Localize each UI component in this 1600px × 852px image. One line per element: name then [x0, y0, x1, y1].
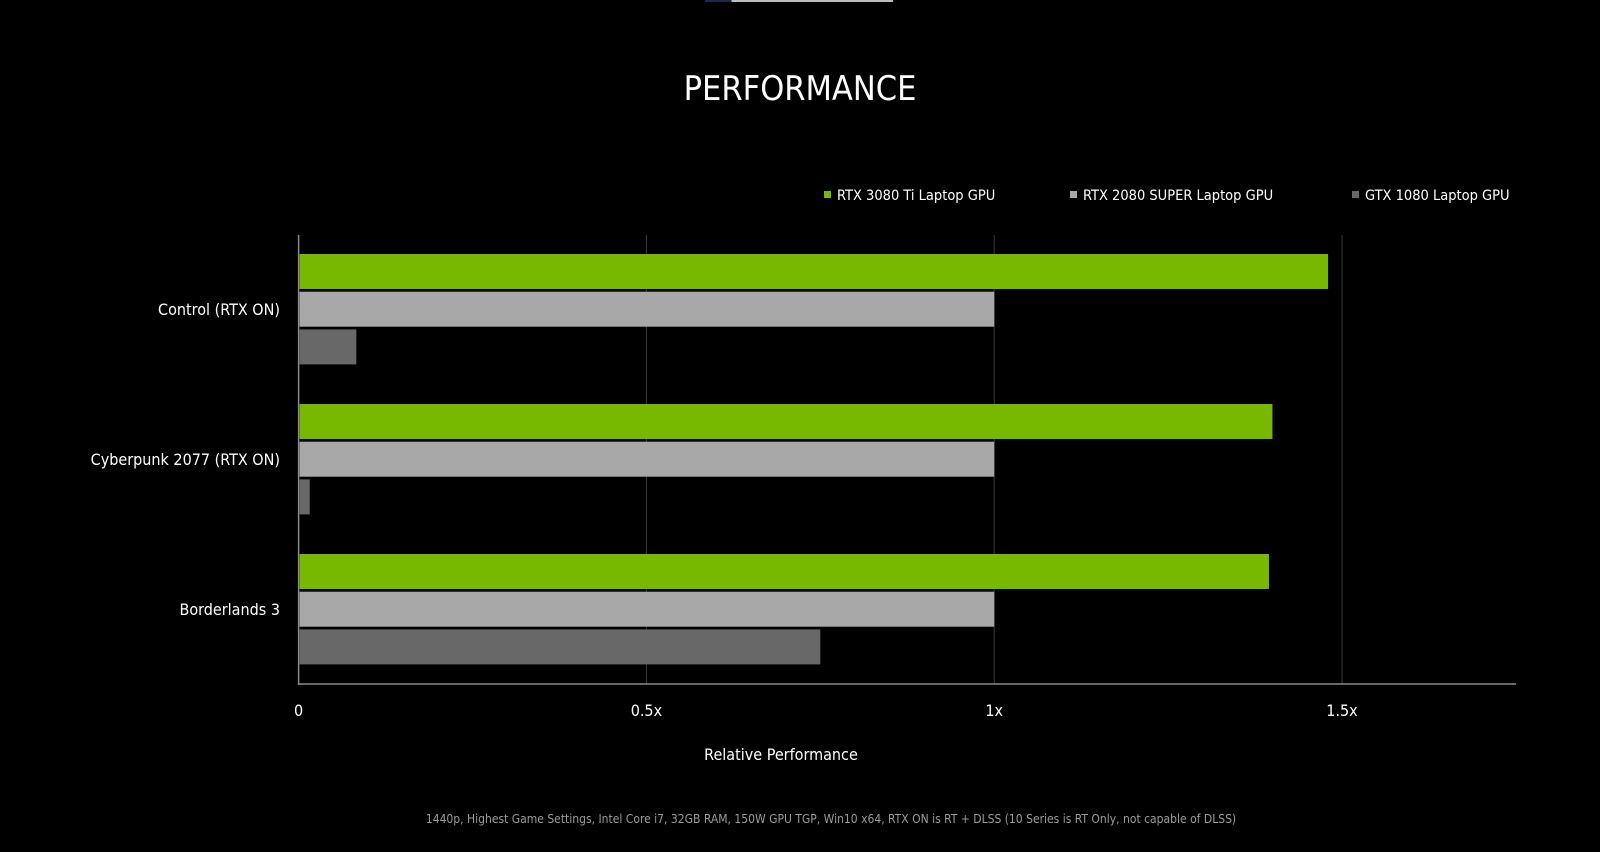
x-tick-label: 0.5x — [631, 701, 663, 720]
legend: RTX 3080 Ti Laptop GPU RTX 2080 SUPER Lap… — [824, 188, 1510, 204]
footnote: 1440p, Highest Game Settings, Intel Core… — [426, 812, 1236, 826]
category-labels: Control (RTX ON) Cyberpunk 2077 (RTX ON) B… — [91, 300, 280, 619]
legend-label: RTX 2080 SUPER Laptop GPU — [1083, 188, 1273, 204]
category-label: Control (RTX ON) — [158, 300, 280, 319]
bar — [299, 591, 995, 627]
bars — [299, 254, 1329, 665]
axes — [297, 235, 1516, 685]
x-tick-label: 1.5x — [1326, 701, 1358, 720]
x-tick-label: 0 — [294, 701, 303, 720]
top-strip — [705, 0, 893, 2]
bar — [299, 554, 1269, 589]
x-tick-label: 1x — [985, 701, 1003, 720]
legend-swatch — [1352, 191, 1359, 198]
bar — [299, 254, 1329, 289]
x-axis-label: Relative Performance — [704, 745, 858, 764]
legend-swatch — [1070, 191, 1077, 198]
legend-label: GTX 1080 Laptop GPU — [1365, 188, 1510, 204]
bar — [299, 479, 310, 515]
category-label: Cyberpunk 2077 (RTX ON) — [91, 450, 280, 469]
bar — [299, 441, 995, 477]
tick-labels: 0 0.5x 1x 1.5x — [294, 701, 1358, 720]
bar — [299, 629, 821, 665]
bar — [299, 404, 1273, 439]
category-label: Borderlands 3 — [179, 600, 280, 619]
legend-swatch — [824, 191, 831, 198]
bar — [299, 329, 357, 365]
bar — [299, 291, 995, 327]
legend-label: RTX 3080 Ti Laptop GPU — [837, 188, 995, 204]
chart-title: PERFORMANCE — [684, 69, 917, 109]
